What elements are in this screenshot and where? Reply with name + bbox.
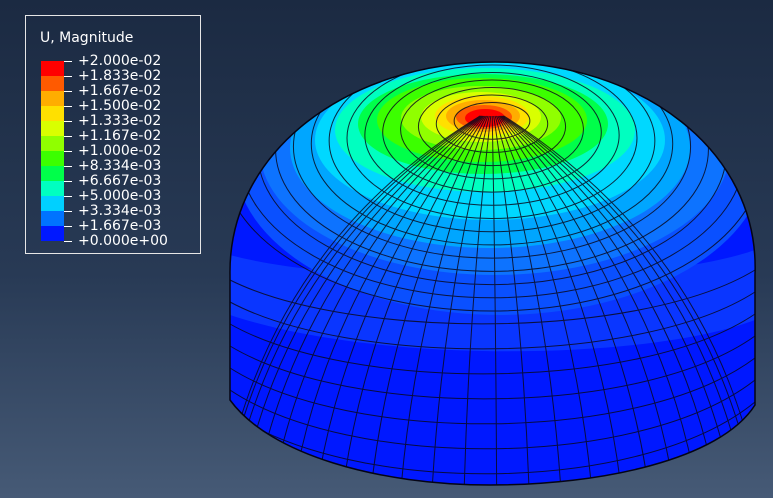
legend-label: +1.833e-02: [78, 68, 162, 84]
contour-legend: U, Magnitude +2.000e-02 +1.833e-02 +1.667e…: [25, 15, 201, 254]
legend-tick: [64, 151, 72, 152]
legend-label: +1.333e-02: [78, 113, 162, 129]
legend-tick: [64, 211, 72, 212]
legend-tick: [64, 76, 72, 77]
legend-tick: [64, 181, 72, 182]
legend-tick: [64, 166, 72, 167]
legend-swatch: [41, 166, 64, 181]
legend-swatch: [41, 61, 64, 76]
legend-swatch: [41, 121, 64, 136]
legend-tick: [64, 91, 72, 92]
legend-label: +1.167e-02: [78, 128, 162, 144]
legend-label: +5.000e-03: [78, 188, 162, 204]
legend-swatch: [41, 226, 64, 241]
legend-label: +1.500e-02: [78, 98, 162, 114]
legend-label: +1.000e-02: [78, 143, 162, 159]
legend-swatch: [41, 196, 64, 211]
legend-swatch: [41, 76, 64, 91]
legend-swatch: [41, 106, 64, 121]
legend-label: +3.334e-03: [78, 203, 162, 219]
legend-tick: [64, 106, 72, 107]
legend-swatch: [41, 136, 64, 151]
legend-tick: [64, 136, 72, 137]
legend-label: +0.000e+00: [78, 233, 168, 249]
legend-label: +1.667e-03: [78, 218, 162, 234]
legend-swatch: [41, 151, 64, 166]
legend-swatch: [41, 211, 64, 226]
legend-swatch: [41, 91, 64, 106]
legend-tick: [64, 241, 72, 242]
legend-tick: [64, 121, 72, 122]
legend-label: +2.000e-02: [78, 53, 162, 69]
hemisphere-model: [229, 62, 756, 485]
legend-label: +8.334e-03: [78, 158, 162, 174]
legend-title: U, Magnitude: [40, 30, 134, 46]
legend-swatch: [41, 181, 64, 196]
legend-tick: [64, 196, 72, 197]
legend-tick: [64, 226, 72, 227]
legend-label: +6.667e-03: [78, 173, 162, 189]
legend-tick: [64, 61, 72, 62]
legend-label: +1.667e-02: [78, 83, 162, 99]
